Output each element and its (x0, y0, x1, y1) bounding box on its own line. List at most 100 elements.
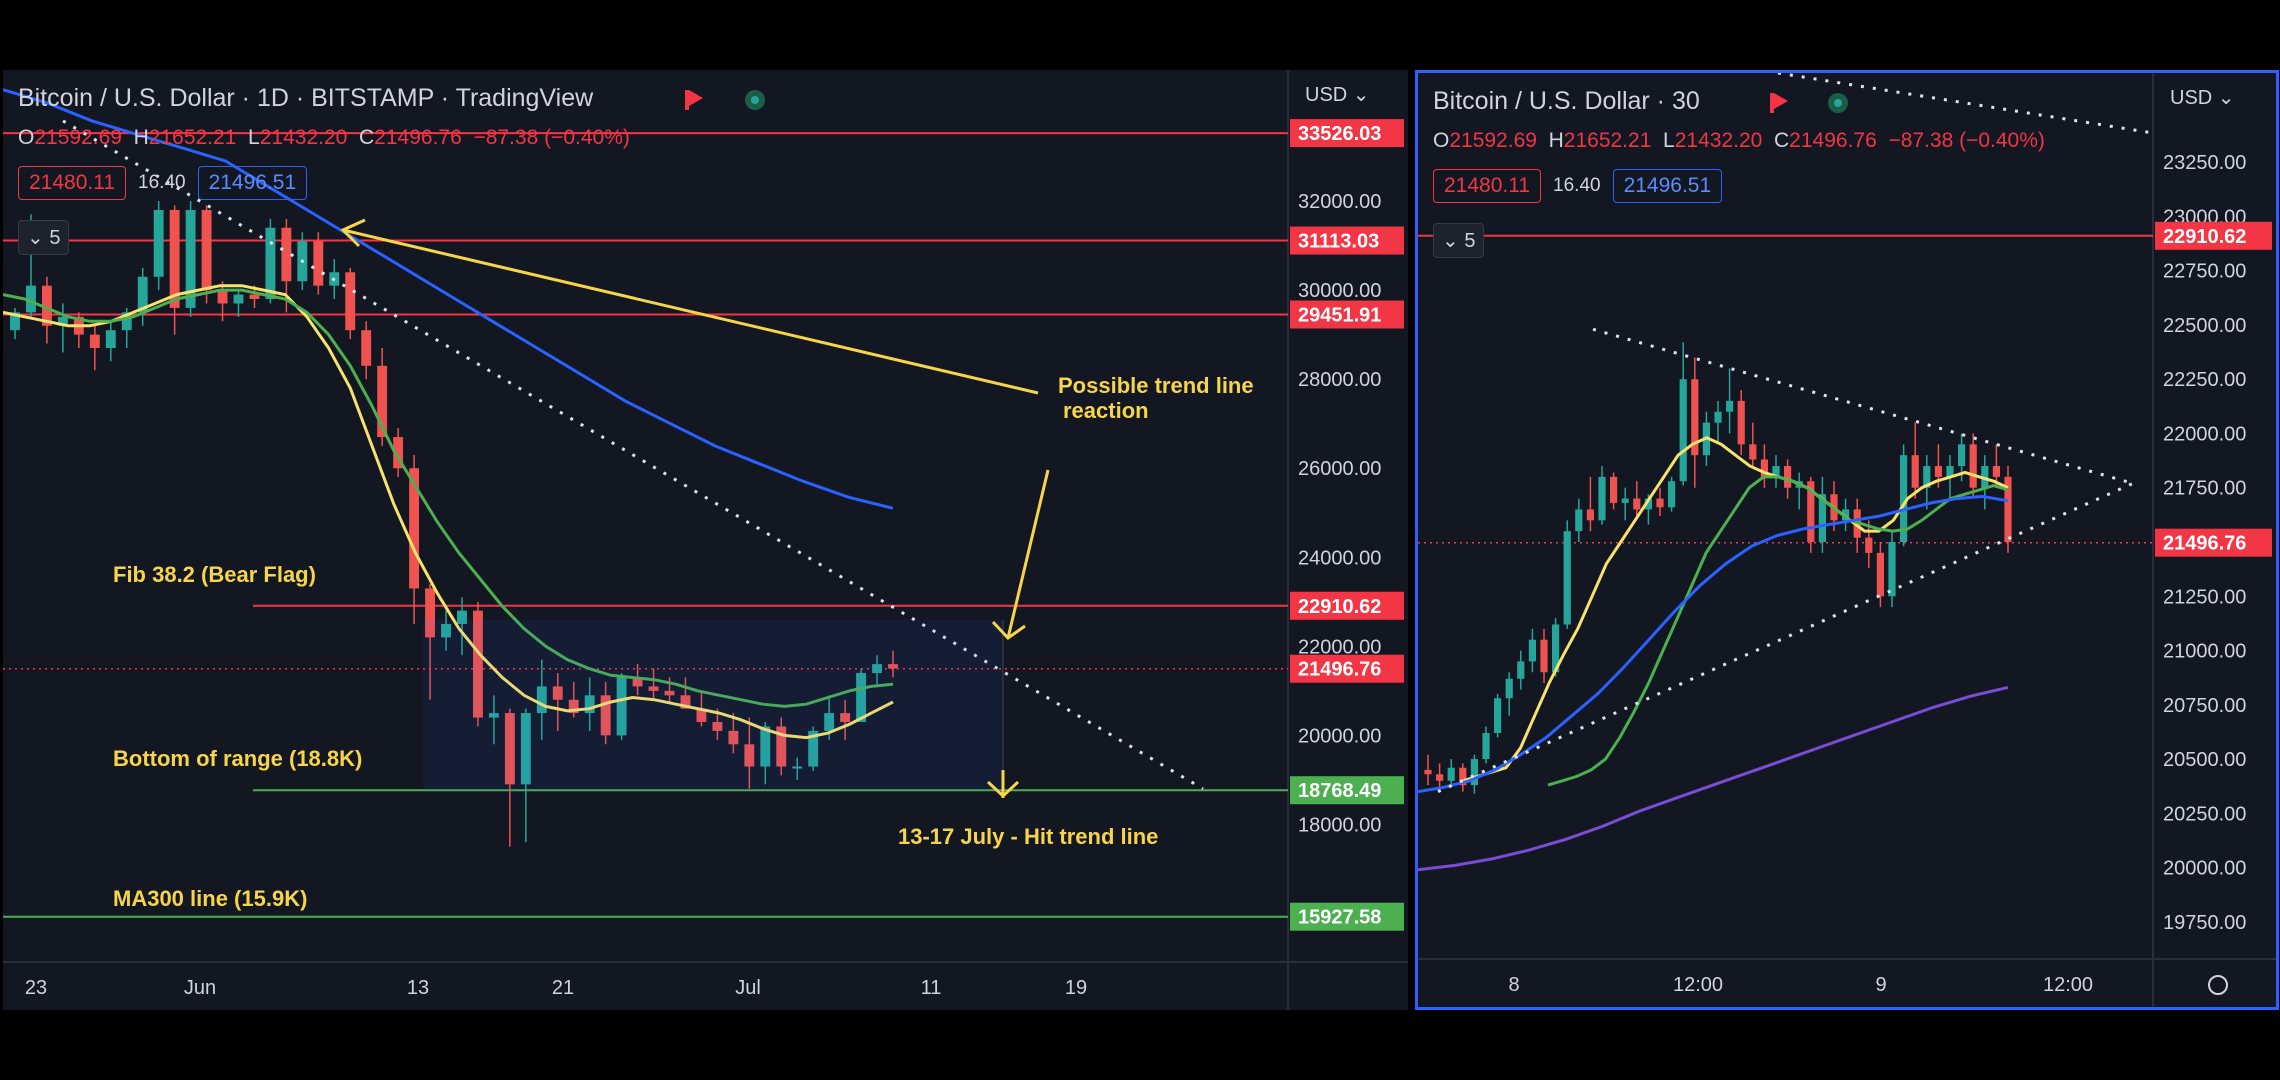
candle-body (472, 610, 483, 718)
y-tick-label: 19750.00 (2163, 912, 2246, 934)
intraday-chart-pane[interactable]: 23250.00 23000.00 22750.00 22500.00 22250.00… (1415, 70, 2279, 1010)
x-tick-label: 19 (1065, 977, 1087, 999)
range-box (423, 619, 1003, 791)
annotation-text: Bottom of range (18.8K) (113, 746, 362, 771)
bid-price[interactable]: 21480.11 (1433, 169, 1542, 203)
intraday-chart-canvas[interactable]: 23250.0023000.0022750.0022500.0022250.00… (1418, 73, 2279, 1010)
currency-selector[interactable]: USD ⌄ (1305, 84, 1370, 106)
candle-body (1621, 498, 1629, 503)
market-status-icon (745, 90, 765, 110)
y-tick-label: 21750.00 (2163, 478, 2246, 500)
spread-value: 16.40 (1553, 175, 1601, 196)
flag-icon[interactable] (685, 90, 703, 110)
price-level-tag (1290, 226, 1404, 255)
candle-body (361, 330, 372, 366)
candle-body (1934, 466, 1942, 477)
candle-body (153, 209, 164, 277)
y-tick-label: 22500.00 (2163, 315, 2246, 337)
x-tick-label: 9 (1875, 974, 1886, 996)
y-tick-label: 21250.00 (2163, 586, 2246, 608)
flag-icon[interactable] (1770, 93, 1788, 113)
candle-body (1992, 466, 2000, 477)
candle-body (233, 294, 244, 304)
ask-price[interactable]: 21496.51 (1612, 169, 1723, 203)
daily-chart-pane[interactable]: 32000.00 30000.00 28000.00 26000.00 24000.00… (3, 70, 1408, 1010)
y-tick-label: 22000.00 (1298, 636, 1381, 658)
candle-body (1540, 639, 1548, 673)
candle-body (89, 334, 100, 348)
candle-body (281, 227, 292, 282)
y-tick-label: 22000.00 (2163, 423, 2246, 445)
candle-body (728, 730, 739, 745)
candle-body (441, 624, 451, 638)
candle-body (1842, 509, 1850, 521)
candle-body (616, 677, 627, 736)
candle-body (504, 713, 515, 785)
x-tick-label: 11 (921, 977, 942, 999)
gear-icon (2208, 975, 2228, 995)
chevron-down-icon: ⌄ (2217, 87, 2235, 109)
candle-body (1598, 476, 1606, 521)
indicators-toggle[interactable]: ⌄ 5 (1433, 223, 1485, 258)
price-level-tag (1290, 119, 1404, 148)
arrow-line (342, 228, 1039, 395)
candle-body (1459, 767, 1467, 786)
candle-body (760, 726, 771, 767)
annotation-text: Fib 38.2 (Bear Flag) (113, 562, 316, 587)
candle-body (1470, 759, 1478, 786)
bid-price[interactable]: 21480.11 (18, 166, 127, 200)
moving-average-line (3, 88, 894, 510)
candle-body (1424, 769, 1432, 775)
candle-body (313, 241, 324, 286)
candle-body (10, 312, 20, 331)
candle-body (840, 713, 851, 723)
candle-body (1610, 476, 1618, 503)
ask-price[interactable]: 21496.51 (197, 166, 308, 200)
candle-body (1969, 444, 1977, 488)
symbol-title: Bitcoin / U.S. Dollar · 1D · BITSTAMP · … (18, 84, 594, 112)
indicators-toggle[interactable]: ⌄ 5 (18, 220, 70, 255)
price-level-label: 33526.03 (1298, 123, 1381, 145)
candle-body (1517, 661, 1525, 679)
candle-body (1749, 444, 1757, 460)
annotation-text: MA300 line (15.9K) (113, 886, 307, 911)
candle-body (185, 209, 196, 308)
x-tick-label: Jun (184, 977, 216, 999)
candle-body (1818, 494, 1826, 542)
x-tick-label: 12:00 (1673, 974, 1723, 996)
candle-body (488, 713, 499, 718)
candle-body (1772, 466, 1780, 477)
candle-body (169, 209, 180, 308)
candle-body (2004, 476, 2012, 542)
candle-body (1691, 379, 1699, 456)
annotation-text: 13-17 July - Hit trend line (898, 824, 1158, 849)
candle-body (425, 588, 436, 638)
currency-selector[interactable]: USD ⌄ (2170, 87, 2235, 109)
candle-body (520, 713, 531, 785)
candle-body (1575, 509, 1583, 532)
candle-body (1668, 481, 1676, 508)
candle-body (1482, 733, 1490, 760)
candle-body (26, 285, 36, 313)
candle-body (457, 610, 467, 625)
moving-average-line (1418, 685, 2009, 872)
candle-body (1494, 698, 1502, 734)
x-tick-label: 8 (1508, 974, 1519, 996)
candle-body (1737, 400, 1745, 445)
moving-average-line (1462, 436, 2009, 783)
candle-body (409, 468, 420, 589)
spread-value: 16.40 (138, 172, 186, 193)
price-level-label: 21496.76 (2163, 533, 2246, 555)
y-tick-label: 30000.00 (1298, 280, 1381, 302)
daily-chart-canvas[interactable]: 32000.00 30000.00 28000.00 26000.00 24000.00… (3, 70, 1408, 1010)
candle-body (377, 365, 388, 438)
candle-body (872, 664, 882, 674)
candle-body (664, 690, 675, 696)
candle-body (137, 276, 148, 313)
x-tick-label: 13 (407, 977, 429, 999)
y-tick-label: 20500.00 (2163, 749, 2246, 771)
candle-body (1923, 466, 1931, 488)
price-level-tag (1290, 591, 1404, 620)
candle-body (265, 227, 276, 300)
candle-body (744, 744, 755, 767)
